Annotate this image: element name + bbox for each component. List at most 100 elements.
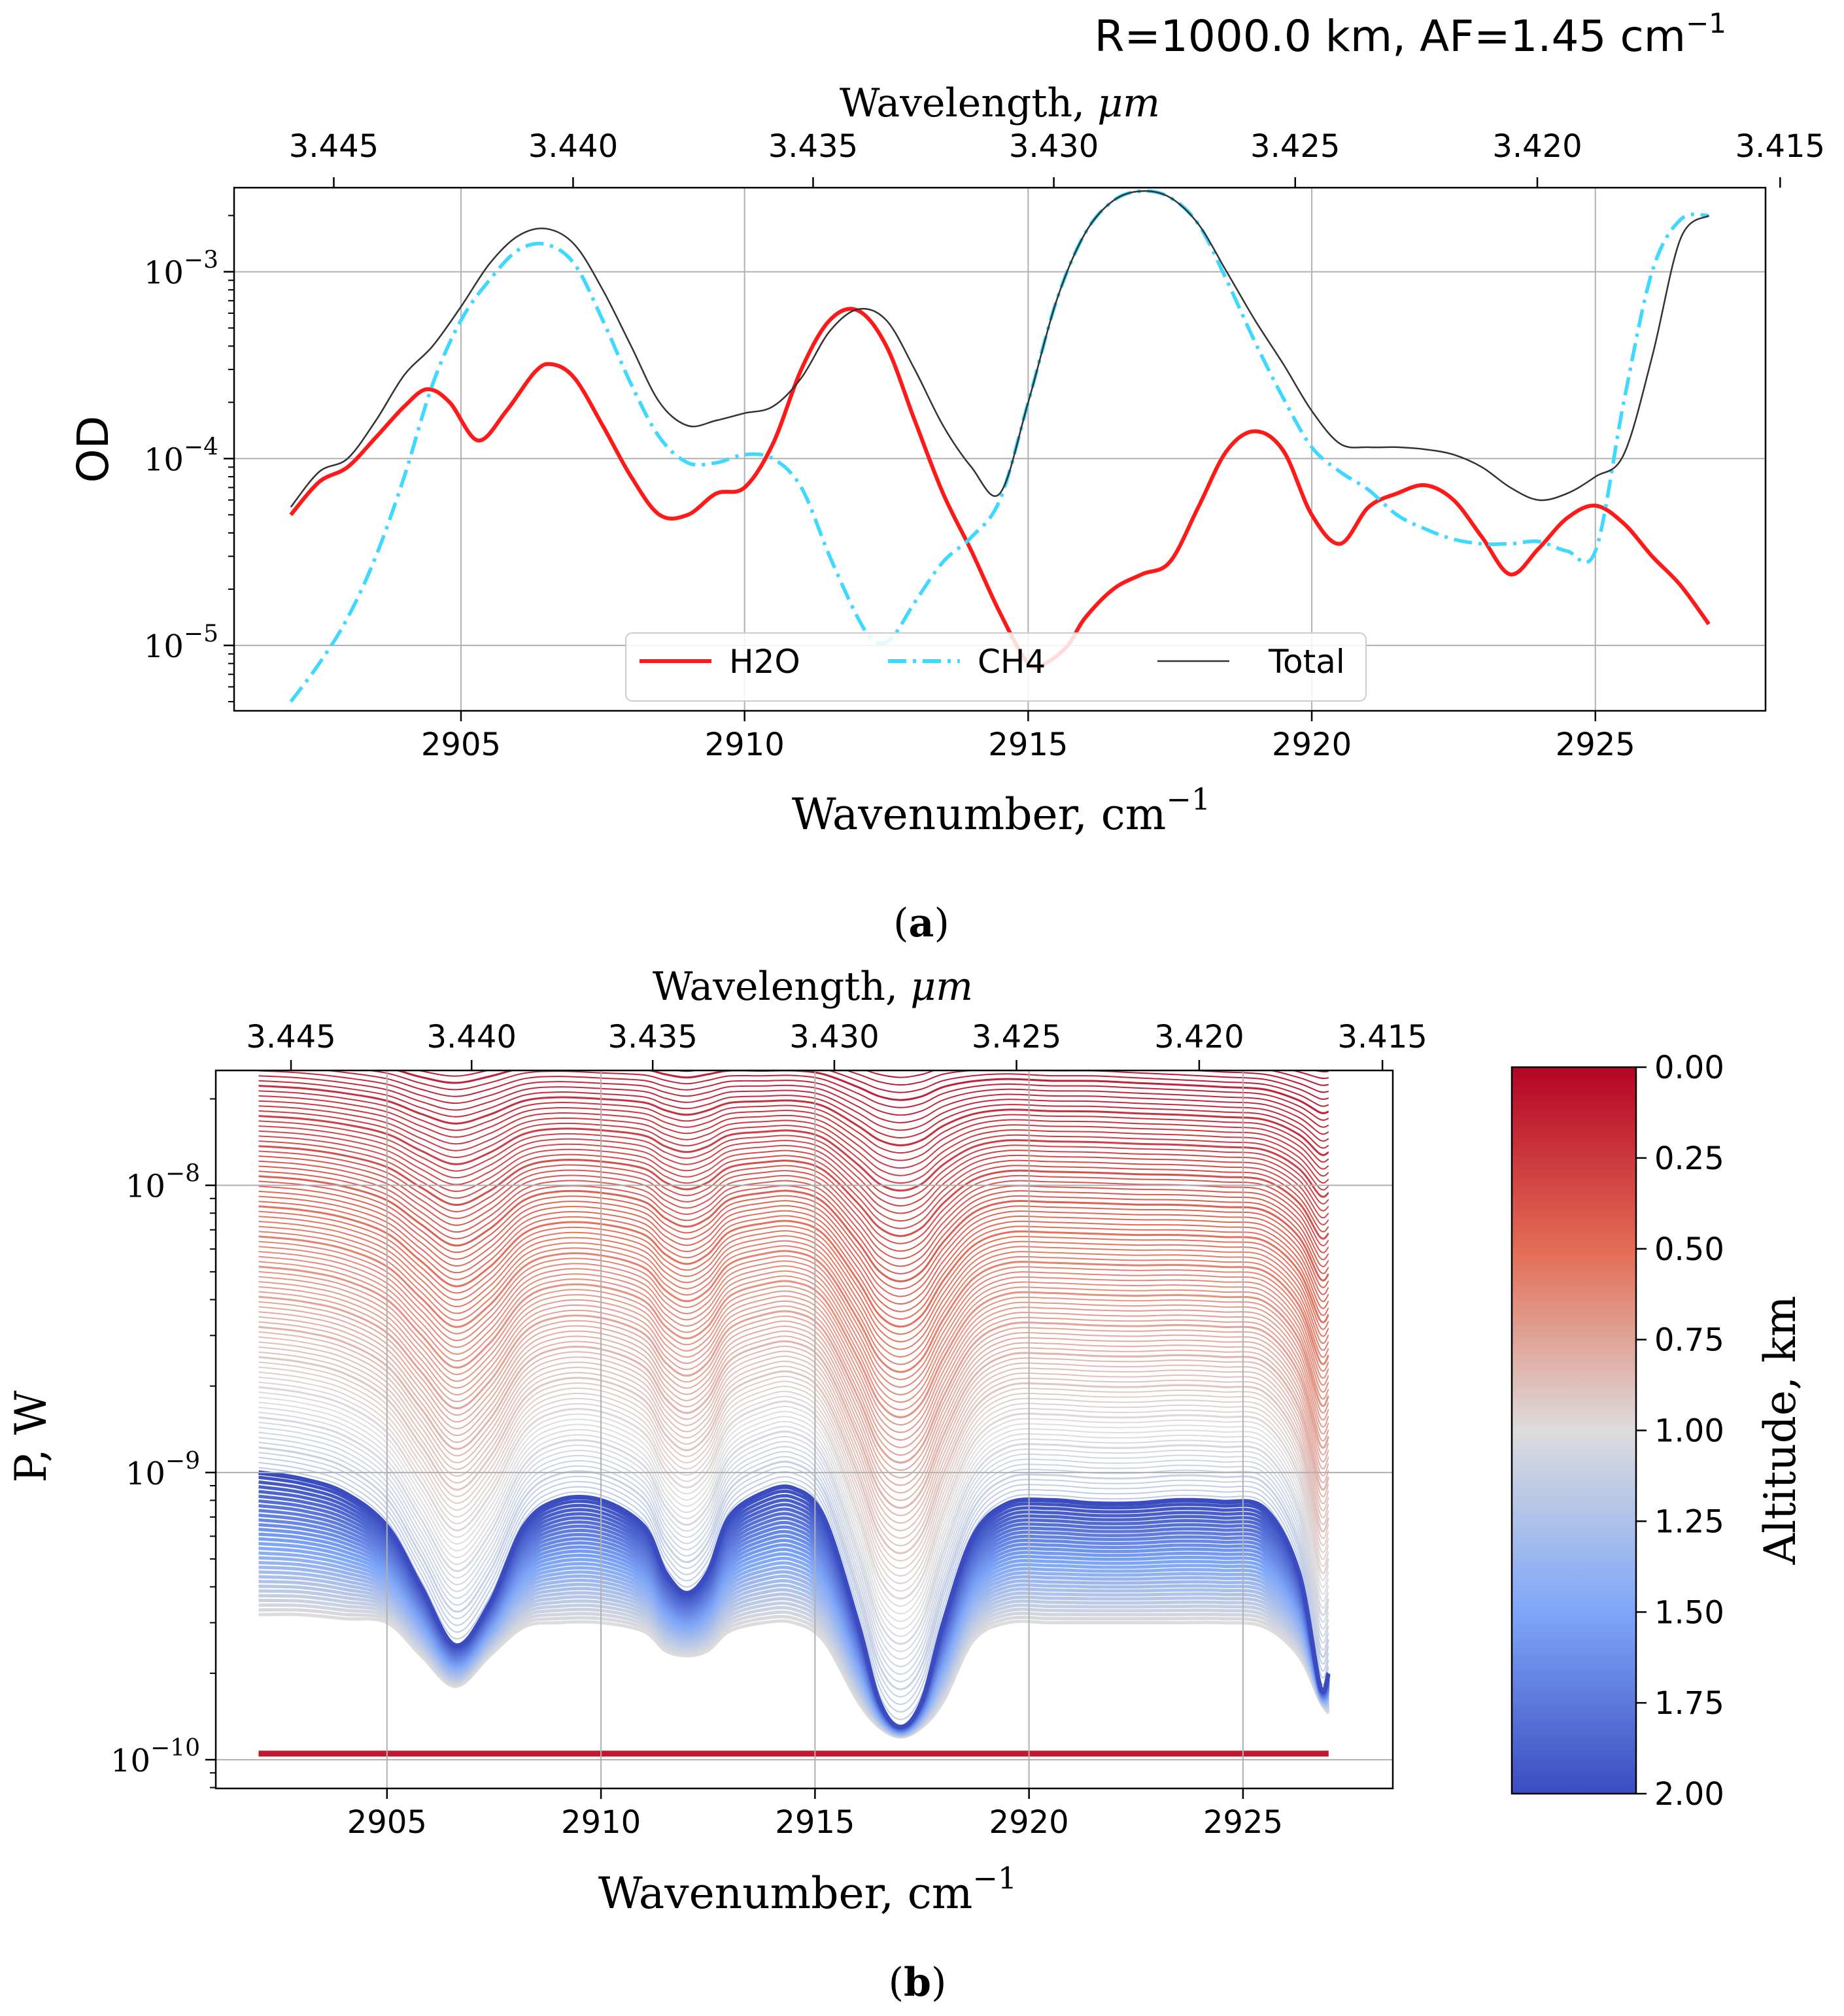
x-tick-label-2915: 2915 bbox=[988, 726, 1068, 763]
altitude-curve bbox=[258, 1190, 1329, 1305]
top-tick-label-3.440: 3.440 bbox=[426, 1019, 516, 1055]
altitude-curve bbox=[258, 1306, 1329, 1478]
altitude-curve bbox=[258, 1075, 1329, 1142]
altitude-curve bbox=[258, 1392, 1329, 1607]
panel-a-top-xlabel: Wavelength, μm bbox=[840, 80, 1160, 126]
panel-a-xlabel: Wavenumber, cm−1 bbox=[792, 781, 1210, 840]
altitude-curve bbox=[258, 1070, 1329, 1135]
x-tick-label-2905: 2905 bbox=[347, 1804, 427, 1841]
altitude-curve bbox=[258, 1135, 1329, 1225]
altitude-curve bbox=[258, 1186, 1329, 1297]
altitude-curve bbox=[258, 1441, 1329, 1683]
altitude-curve bbox=[258, 1331, 1329, 1516]
altitude-curve bbox=[258, 1170, 1329, 1274]
altitude-curve bbox=[258, 1251, 1329, 1395]
panel-b-curve-family bbox=[258, 1070, 1331, 1757]
altitude-curve bbox=[258, 1446, 1330, 1690]
series-total-line bbox=[290, 190, 1710, 508]
altitude-curve bbox=[258, 1165, 1329, 1267]
panel-a-x-ticks: 2905 2910 2915 2920 2925 bbox=[421, 711, 1635, 763]
altitude-curve bbox=[416, 1070, 1329, 1107]
altitude-curve bbox=[258, 1396, 1329, 1615]
colorbar-tick-label-1.50: 1.50 bbox=[1654, 1594, 1724, 1631]
altitude-curve bbox=[258, 1295, 1330, 1464]
altitude-curve bbox=[258, 1461, 1329, 1713]
altitude-curve bbox=[258, 1080, 1329, 1149]
altitude-curve bbox=[258, 1376, 1329, 1584]
y-tick-label-−5: 10−5 bbox=[144, 621, 218, 665]
top-tick-label-3.430: 3.430 bbox=[789, 1019, 879, 1055]
altitude-curve bbox=[258, 1361, 1329, 1562]
altitude-curve bbox=[258, 1090, 1329, 1163]
altitude-curve bbox=[258, 1291, 1329, 1456]
top-tick-label-3.420: 3.420 bbox=[1492, 128, 1582, 165]
panel-a-grid bbox=[234, 188, 1766, 711]
panel-b-top-xlabel: Wavelength, μm bbox=[653, 964, 973, 1010]
altitude-curve bbox=[258, 1195, 1329, 1312]
altitude-curve bbox=[258, 1381, 1329, 1592]
altitude-curve bbox=[258, 1286, 1329, 1448]
x-tick-label-2910: 2910 bbox=[705, 726, 785, 763]
colorbar-label: Altitude, km bbox=[1755, 1295, 1805, 1565]
altitude-curve bbox=[258, 1125, 1329, 1212]
altitude-curve bbox=[258, 1346, 1329, 1539]
x-tick-label-2915: 2915 bbox=[775, 1804, 855, 1841]
altitude-curve bbox=[258, 1366, 1329, 1569]
altitude-curve bbox=[258, 1426, 1329, 1660]
altitude-curve bbox=[322, 1070, 1329, 1128]
colorbar-gradient bbox=[1511, 1066, 1637, 1795]
top-tick-label-3.425: 3.425 bbox=[1250, 128, 1340, 165]
altitude-curve bbox=[258, 1240, 1329, 1380]
legend-h2o-label: H2O bbox=[729, 643, 800, 681]
panel-b-y-ticks: 10−8 10−9 10−10 bbox=[111, 1161, 216, 1779]
panel-b-ylabel: P, W bbox=[6, 1390, 56, 1482]
panel-a: R=1000.0 km, AF=1.45 cm−1 Wavelength, μm… bbox=[68, 7, 1825, 946]
altitude-curve bbox=[258, 1422, 1329, 1652]
altitude-curve bbox=[258, 1120, 1329, 1204]
altitude-curve bbox=[258, 1386, 1330, 1600]
colorbar-tick-label-0.75: 0.75 bbox=[1654, 1322, 1724, 1359]
y-tick-label-−3: 10−3 bbox=[144, 247, 218, 292]
altitude-curve bbox=[258, 1371, 1329, 1577]
altitude-curve bbox=[258, 1281, 1329, 1441]
panel-b-minor-ticks bbox=[210, 1098, 216, 1788]
top-tick-label-3.435: 3.435 bbox=[768, 128, 858, 165]
altitude-curve bbox=[258, 1130, 1329, 1219]
x-tick-label-2920: 2920 bbox=[1272, 726, 1352, 763]
colorbar-ticks: 0.00 0.25 0.50 0.75 1.00 1.25 1.50 1.75 2.00 bbox=[1636, 1050, 1724, 1813]
panel-b-grid bbox=[216, 1070, 1393, 1788]
altitude-curve bbox=[258, 1145, 1329, 1240]
panel-b-top-ticks: 3.445 3.440 3.435 3.430 3.425 3.420 3.415 bbox=[246, 1019, 1427, 1070]
x-tick-label-2925: 2925 bbox=[1203, 1804, 1283, 1841]
panel-a-axes-frame bbox=[233, 186, 1767, 712]
panel-a-minor-ticks bbox=[228, 214, 234, 703]
altitude-curve bbox=[258, 1356, 1330, 1554]
altitude-curve bbox=[258, 1110, 1329, 1191]
top-tick-label-3.445: 3.445 bbox=[246, 1019, 335, 1055]
colorbar-tick-label-1.00: 1.00 bbox=[1654, 1413, 1724, 1450]
series-h2o-line bbox=[289, 307, 1711, 670]
altitude-curve bbox=[258, 1225, 1329, 1358]
y-tick-label-−4: 10−4 bbox=[144, 434, 218, 478]
panel-a-legend[interactable]: H2O CH4 Total bbox=[625, 632, 1367, 702]
y-tick-label-−8: 10−8 bbox=[126, 1161, 200, 1205]
colorbar-tick-label-2.00: 2.00 bbox=[1654, 1776, 1724, 1813]
altitude-curve bbox=[258, 1235, 1330, 1373]
altitude-curve bbox=[258, 1175, 1329, 1283]
altitude-curve bbox=[258, 1180, 1329, 1290]
altitude-curve bbox=[258, 1085, 1329, 1156]
altitude-curve bbox=[258, 1321, 1329, 1501]
top-tick-label-3.415: 3.415 bbox=[1735, 128, 1825, 165]
legend-box bbox=[625, 632, 1367, 702]
altitude-curve bbox=[258, 1105, 1329, 1184]
altitude-curve bbox=[258, 1341, 1329, 1531]
altitude-curve bbox=[258, 1271, 1329, 1426]
altitude-curve bbox=[258, 1276, 1329, 1433]
top-tick-label-3.440: 3.440 bbox=[528, 128, 618, 165]
x-tick-label-2910: 2910 bbox=[561, 1804, 641, 1841]
legend-total-label: Total bbox=[1268, 643, 1345, 681]
altitude-curve bbox=[258, 1325, 1330, 1509]
colorbar-tick-label-1.25: 1.25 bbox=[1654, 1503, 1724, 1540]
altitude-curve bbox=[258, 1431, 1329, 1667]
